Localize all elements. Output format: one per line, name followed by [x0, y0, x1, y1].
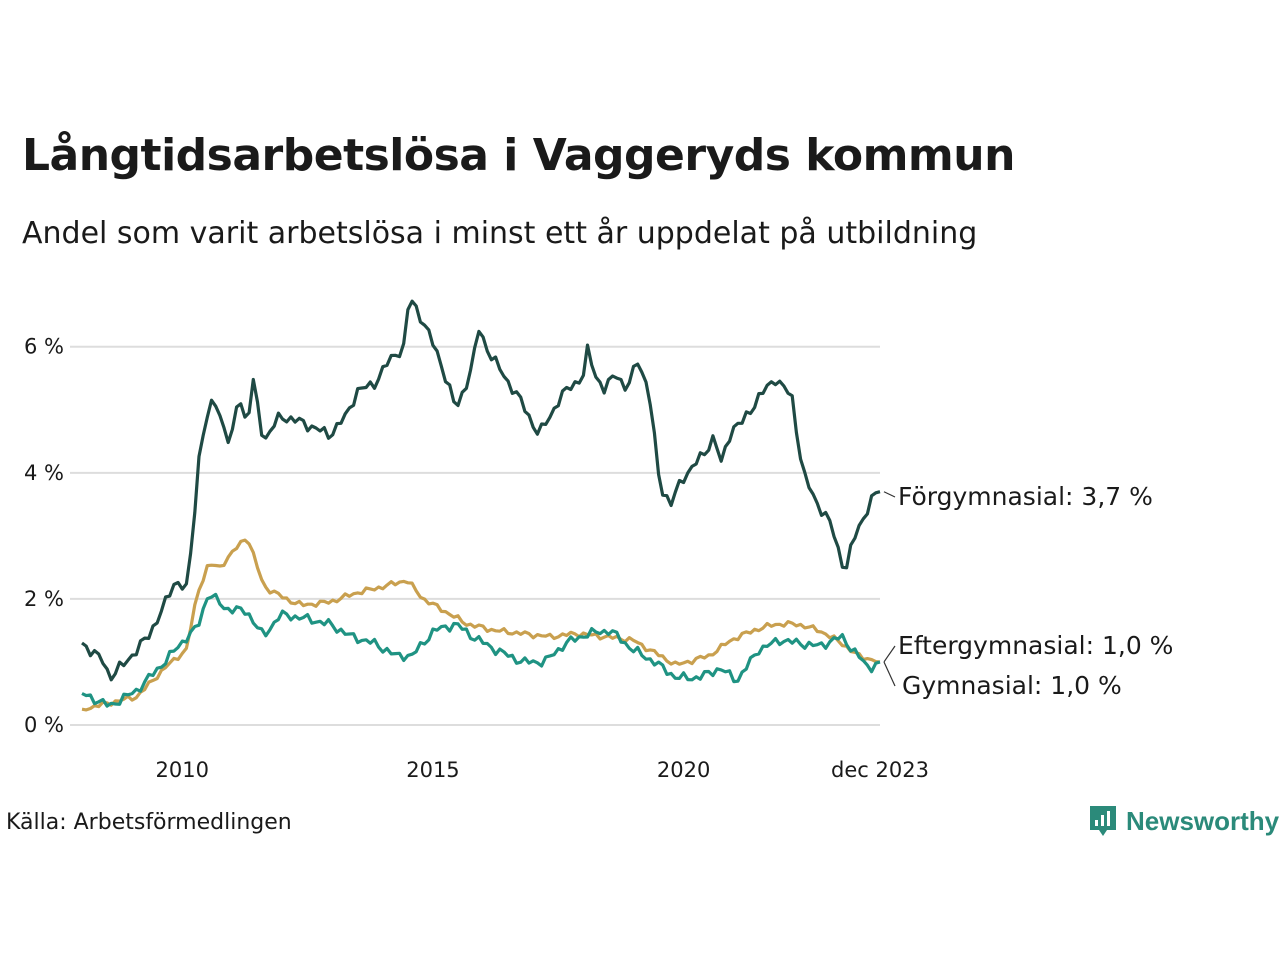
- y-tick-label: 2 %: [24, 587, 64, 611]
- label-connector: [883, 491, 896, 498]
- x-tick-label: 2020: [657, 758, 710, 782]
- x-axis-ticks: 2010 2015 2020 dec 2023: [156, 758, 929, 782]
- source-note: Källa: Arbetsförmedlingen: [6, 810, 292, 835]
- series-line-gymnasial: [81, 592, 881, 708]
- y-tick-label: 4 %: [24, 461, 64, 485]
- x-tick-label: 2010: [156, 758, 209, 782]
- brand-logo: Newsworthy: [1088, 804, 1279, 838]
- end-label-forgymnasial: Förgymnasial: 3,7 %: [898, 482, 1153, 511]
- end-label-eftergymnasial: Eftergymnasial: 1,0 %: [898, 631, 1173, 660]
- newsworthy-logo-icon: [1090, 806, 1116, 836]
- label-connector: [883, 645, 896, 663]
- series-line-forgymnasial: [81, 299, 881, 682]
- brand-name: Newsworthy: [1126, 805, 1280, 836]
- y-axis-ticks: 0 % 2 % 4 % 6 %: [24, 335, 64, 737]
- chart-title: Långtidsarbetslösa i Vaggeryds kommun: [22, 130, 1015, 181]
- series-lines: [81, 299, 881, 712]
- x-tick-label: 2015: [406, 758, 459, 782]
- label-connector: [883, 661, 896, 687]
- x-tick-label: dec 2023: [831, 758, 929, 782]
- y-tick-label: 0 %: [24, 713, 64, 737]
- y-tick-label: 6 %: [24, 335, 64, 359]
- chart-subtitle: Andel som varit arbetslösa i minst ett å…: [22, 216, 978, 251]
- end-label-gymnasial: Gymnasial: 1,0 %: [902, 671, 1122, 700]
- line-chart: 0 % 2 % 4 % 6 % 2010 2015 2020 dec 2023 Efterg…: [24, 299, 1173, 782]
- end-labels: Eftergymnasial: 1,0 % Gymnasial: 1,0 % För…: [883, 482, 1173, 700]
- series-line-eftergymnasial: [81, 538, 881, 712]
